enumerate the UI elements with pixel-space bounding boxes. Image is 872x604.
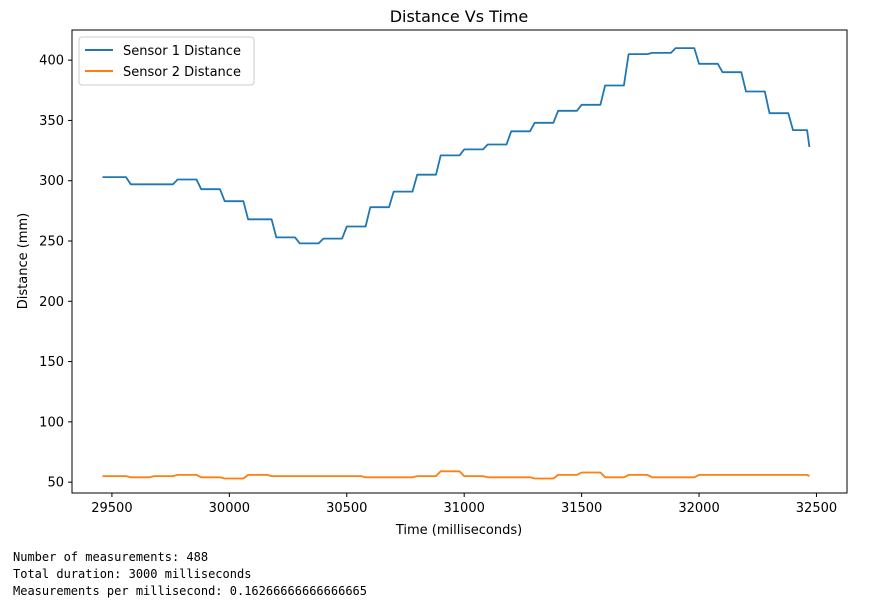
legend-box <box>78 36 255 86</box>
x-tick-label: 31500 <box>561 501 602 516</box>
y-tick-label: 150 <box>39 355 64 370</box>
series-line-sensor-1 <box>102 47 811 245</box>
chart-title: Distance Vs Time <box>390 7 529 26</box>
axes-frame <box>71 29 848 494</box>
x-tick-label: 32000 <box>678 501 719 516</box>
y-tick-label: 100 <box>39 415 64 430</box>
y-tick-label: 50 <box>47 476 64 491</box>
legend-label-sensor-2: Sensor 2 Distance <box>123 65 241 80</box>
x-axis-label: Time (milliseconds) <box>395 523 522 538</box>
x-tick-label: 30500 <box>326 501 367 516</box>
y-axis-label: Distance (mm) <box>16 213 31 309</box>
stat-measurements-per-ms: Measurements per millisecond: 0.16266666… <box>13 584 368 598</box>
x-tick-label: 31000 <box>444 501 485 516</box>
distance-vs-time-chart: Distance Vs Time 29500 30000 30500 31000 315… <box>16 7 848 538</box>
y-tick-label: 400 <box>39 54 64 69</box>
y-axis: 50 100 150 200 250 300 350 400 <box>39 54 72 491</box>
y-tick-label: 200 <box>39 295 64 310</box>
y-tick-label: 300 <box>39 174 64 189</box>
x-tick-label: 29500 <box>91 501 132 516</box>
x-tick-label: 32500 <box>796 501 837 516</box>
legend: Sensor 1 Distance Sensor 2 Distance <box>78 36 255 86</box>
y-tick-label: 250 <box>39 235 64 250</box>
series-line-sensor-2 <box>102 470 810 480</box>
x-axis: 29500 30000 30500 31000 31500 32000 32500 <box>91 493 837 516</box>
stat-total-duration: Total duration: 3000 milliseconds <box>13 567 252 581</box>
plot-area <box>102 47 811 480</box>
stat-measurement-count: Number of measurements: 488 <box>13 550 209 564</box>
x-tick-label: 30000 <box>209 501 250 516</box>
measurement-stats: Number of measurements: 488 Total durati… <box>13 549 367 600</box>
y-tick-label: 350 <box>39 114 64 129</box>
legend-label-sensor-1: Sensor 1 Distance <box>123 44 241 59</box>
